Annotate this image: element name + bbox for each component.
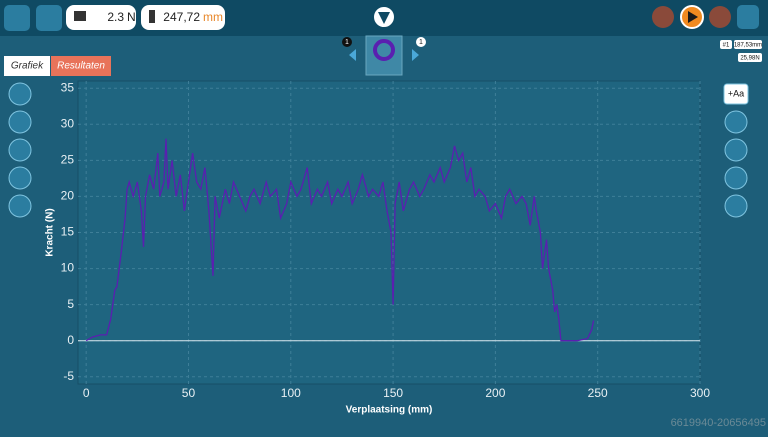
- curve-tool[interactable]: [724, 110, 748, 134]
- zoom-in[interactable]: [8, 110, 32, 134]
- distance-box: [141, 5, 225, 30]
- y-tick-label: -5: [63, 369, 74, 383]
- calendar-button[interactable]: [737, 5, 759, 29]
- play-icon: [688, 11, 698, 23]
- y-tick-label: 0: [67, 333, 74, 347]
- tab[interactable]: [51, 56, 111, 76]
- x-tick-label: 300: [690, 386, 710, 400]
- nav-left[interactable]: [349, 49, 356, 61]
- x-tick-label: 50: [182, 386, 196, 400]
- calc-tool[interactable]: [724, 138, 748, 162]
- x-tick-label: 200: [485, 386, 505, 400]
- left-tools: [8, 82, 32, 218]
- x-tick-label: 0: [83, 386, 90, 400]
- axes-tool[interactable]: [8, 82, 32, 106]
- zoom-out[interactable]: [8, 138, 32, 162]
- fit-tool[interactable]: [724, 166, 748, 190]
- logo-mark: [378, 12, 390, 24]
- plot: -5 0 5 10 15 20 25 30 35 0 50 100 150 200 250 300 Verpla…: [45, 80, 711, 415]
- force-icon: [74, 11, 86, 21]
- navigator-item[interactable]: [373, 39, 395, 61]
- stop-button[interactable]: [652, 6, 674, 28]
- pause-button[interactable]: [709, 6, 731, 28]
- y-tick-label: 5: [67, 297, 74, 311]
- y-tick-label: 15: [61, 225, 75, 239]
- y-tick-label: 30: [61, 116, 75, 130]
- nav-left-index: 1: [345, 39, 349, 46]
- force-unit: N: [127, 10, 136, 24]
- x-tick-label: 250: [588, 386, 608, 400]
- y-tick-label: 20: [61, 189, 75, 203]
- nav-right[interactable]: [412, 49, 419, 61]
- nav-badge: [416, 37, 426, 47]
- x-axis-label: Verplaatsing (mm): [346, 405, 433, 416]
- y-tick-label: 35: [61, 80, 75, 94]
- x-tick-label: 100: [281, 386, 301, 400]
- force-value: 2.3: [107, 10, 124, 24]
- distance-value: 247,72: [163, 10, 200, 24]
- marker-badge-text: #1: [723, 43, 730, 49]
- fit[interactable]: [8, 166, 32, 190]
- force-curve: [85, 138, 595, 342]
- x-tick-label: 150: [383, 386, 403, 400]
- distance-unit: mm: [203, 10, 223, 24]
- right-tools: [723, 83, 749, 218]
- pan[interactable]: [8, 194, 32, 218]
- distance-icon: [149, 10, 155, 23]
- watermark: 6619940-20656495: [671, 417, 766, 429]
- tab-label[interactable]: Resultaten: [57, 61, 105, 72]
- y-tick-label: 25: [61, 153, 75, 167]
- nav-badge: [342, 37, 352, 47]
- tool-button[interactable]: [4, 5, 30, 31]
- marker-position: 187,53mm: [734, 43, 762, 49]
- marker-badge: [720, 40, 732, 49]
- label-tool-text: +Aa: [728, 88, 744, 98]
- marker-force-box: [738, 53, 762, 62]
- y-axis-label: Kracht (N): [45, 208, 56, 256]
- marker-position-box: [734, 40, 762, 49]
- device-button[interactable]: [36, 5, 62, 31]
- nav-right-index: 1: [419, 39, 423, 46]
- refresh-tool[interactable]: [724, 194, 748, 218]
- y-tick-label: 10: [61, 261, 75, 275]
- tab-label[interactable]: Grafiek: [11, 61, 44, 72]
- label-tool[interactable]: [723, 83, 749, 105]
- tab[interactable]: [4, 56, 50, 76]
- marker-force: 25,98N: [740, 56, 759, 62]
